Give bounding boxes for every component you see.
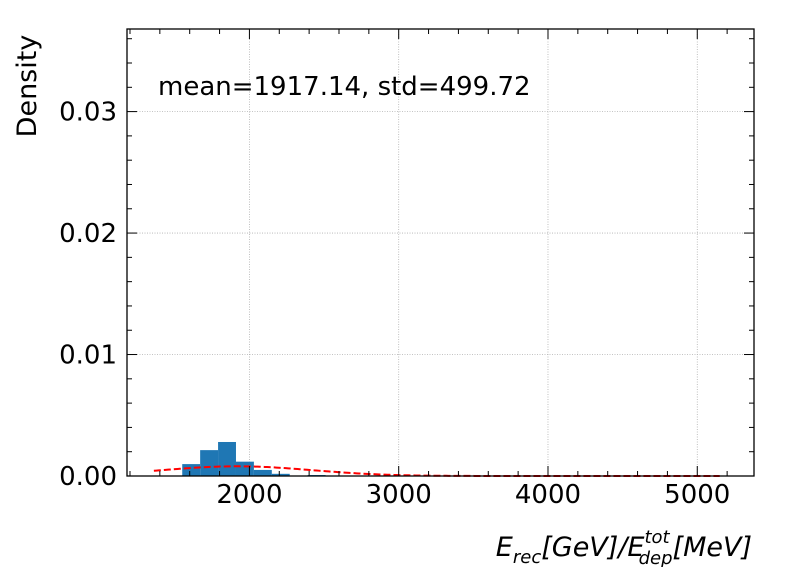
histogram-bar <box>218 441 236 476</box>
x-tick-label: 2000 <box>216 480 282 510</box>
histogram-bar <box>253 469 272 476</box>
y-axis-label: Density <box>12 35 43 138</box>
x-label-sup-tot: tot <box>644 527 670 548</box>
histogram-bar <box>271 473 290 476</box>
axis-ticks <box>127 29 754 477</box>
y-tick-label: 0.00 <box>59 462 117 492</box>
histogram-bar <box>182 464 201 476</box>
x-tick-label: 4000 <box>515 480 581 510</box>
y-tick-label: 0.03 <box>59 98 117 128</box>
x-label-sub-rec: rec <box>513 547 541 567</box>
y-tick-label: 0.02 <box>59 219 117 249</box>
x-tick-label: 3000 <box>366 480 432 510</box>
x-label-unit-gev: [GeV]/ <box>541 532 630 563</box>
x-axis-label: Erec[GeV]/Etot dep[MeV] <box>496 527 752 567</box>
x-label-e-dep: E <box>627 532 644 563</box>
histogram-bar <box>235 461 254 476</box>
axis-tick-labels: 2000 3000 4000 5000 0.00 0.01 0.02 0.03 <box>59 98 730 510</box>
histogram-bar <box>200 450 219 476</box>
plot-frame <box>126 28 755 477</box>
x-label-sub-dep: dep <box>639 548 673 567</box>
x-tick-label: 5000 <box>664 480 730 510</box>
x-label-unit-mev: [MeV] <box>673 532 752 563</box>
fit-stats-annotation: mean=1917.14, std=499.72 <box>158 72 531 102</box>
x-label-e-rec: E <box>496 532 513 563</box>
y-tick-label: 0.01 <box>59 341 117 371</box>
